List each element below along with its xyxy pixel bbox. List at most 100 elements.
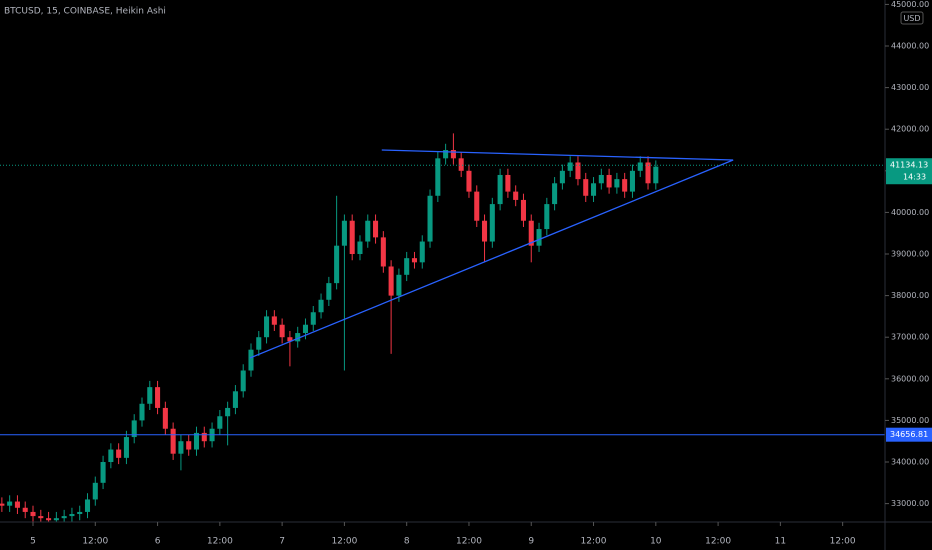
candle-body [653, 166, 659, 184]
candle-body [30, 511, 36, 517]
y-tick-label: 40000.00 [891, 208, 929, 217]
candle-body [170, 428, 176, 454]
candle-body [458, 158, 464, 171]
candle-body [427, 195, 433, 242]
candle-body [583, 179, 589, 196]
candle-body [536, 229, 542, 246]
candle-body [279, 324, 285, 338]
y-tick-label: 37000.00 [891, 333, 929, 342]
candle-body [606, 174, 612, 188]
horizontal-line-label: 34656.81 [890, 430, 928, 439]
chart-title: BTCUSD, 15, COINBASE, Heikin Ashi [4, 7, 166, 17]
candle-body [108, 449, 114, 463]
candle-body [69, 514, 75, 517]
candle-body [264, 316, 270, 338]
currency: USD [903, 14, 920, 23]
candle-body [248, 349, 254, 371]
x-tick-label: 11 [775, 537, 786, 547]
candle-body [411, 258, 418, 263]
candle-body [528, 220, 534, 246]
x-tick-label: 12:00 [581, 537, 607, 547]
candle-body [552, 183, 558, 205]
candle-body [505, 174, 511, 192]
candle-body [590, 183, 597, 196]
x-tick-label: 12:00 [456, 537, 482, 547]
candle-body [482, 220, 488, 242]
candle-body [7, 501, 13, 506]
x-tick-label: 6 [155, 537, 161, 547]
candle-body [567, 162, 573, 171]
x-tick-label: 12:00 [82, 537, 108, 547]
candle-body [575, 162, 581, 180]
candle-body [14, 501, 20, 508]
candle-body [334, 245, 340, 284]
candle-body [271, 316, 277, 325]
candle-body [310, 312, 316, 325]
horizontal-line-label-bg [886, 427, 932, 442]
candle-body [256, 337, 262, 350]
candle-body [466, 170, 472, 192]
candle-body [217, 416, 223, 429]
candle-body [450, 150, 456, 159]
candle-body [443, 150, 449, 159]
y-tick-label: 34000.00 [891, 458, 929, 467]
y-tick-label: 44000.00 [891, 42, 929, 51]
candle-body [497, 174, 503, 205]
candle-body [637, 162, 643, 171]
candle-body [131, 420, 137, 438]
x-tick-label: 8 [404, 537, 410, 547]
candle-body [147, 387, 153, 404]
candle-body [287, 337, 293, 342]
candle-body [295, 333, 301, 342]
candle-body [513, 191, 519, 200]
plot-area [0, 133, 885, 522]
candle-body [240, 370, 246, 392]
candle-body [178, 441, 184, 454]
candle-body [373, 220, 379, 238]
candle-body [92, 482, 98, 500]
candle-body [225, 407, 231, 417]
candle-body [544, 204, 550, 230]
candle-body [84, 499, 91, 512]
candle-body [435, 158, 441, 196]
candle-body [396, 274, 402, 296]
candle-body [116, 449, 122, 458]
candle-body [53, 518, 59, 521]
candle-body [380, 237, 386, 267]
y-tick-label: 36000.00 [891, 374, 929, 383]
x-tick-label: 12:00 [830, 537, 856, 547]
candle-body [404, 258, 410, 275]
y-tick-label: 45000.00 [891, 0, 929, 9]
candle-body [0, 503, 5, 506]
candle-body [474, 191, 480, 221]
candle-body [232, 391, 238, 408]
trendline [381, 149, 734, 161]
candle-body [326, 283, 332, 300]
candle-body [38, 516, 44, 519]
candle-body [645, 162, 651, 184]
x-tick-label: 5 [30, 537, 36, 547]
y-tick-label: 43000.00 [891, 83, 929, 92]
candle-body [162, 407, 168, 429]
candle-body [598, 174, 604, 184]
candle-body [622, 179, 628, 192]
y-tick-label: 33000.00 [891, 499, 929, 508]
y-tick-label: 42000.00 [891, 125, 929, 134]
candle-body [357, 241, 363, 255]
candle-body [559, 170, 565, 184]
candle-body [193, 432, 200, 450]
y-tick-label: 35000.00 [891, 416, 929, 425]
y-tick-label: 38000.00 [891, 291, 929, 300]
candle-body [388, 266, 394, 296]
candle-body [139, 403, 145, 421]
last-price-label-bg [886, 158, 932, 185]
candle-body [100, 462, 106, 483]
countdown: 14:33 [903, 173, 926, 182]
candle-body [349, 220, 355, 255]
candle-body [614, 179, 620, 188]
candle-body [123, 437, 129, 458]
candle-body [77, 511, 83, 515]
x-tick-label: 7 [279, 537, 285, 547]
